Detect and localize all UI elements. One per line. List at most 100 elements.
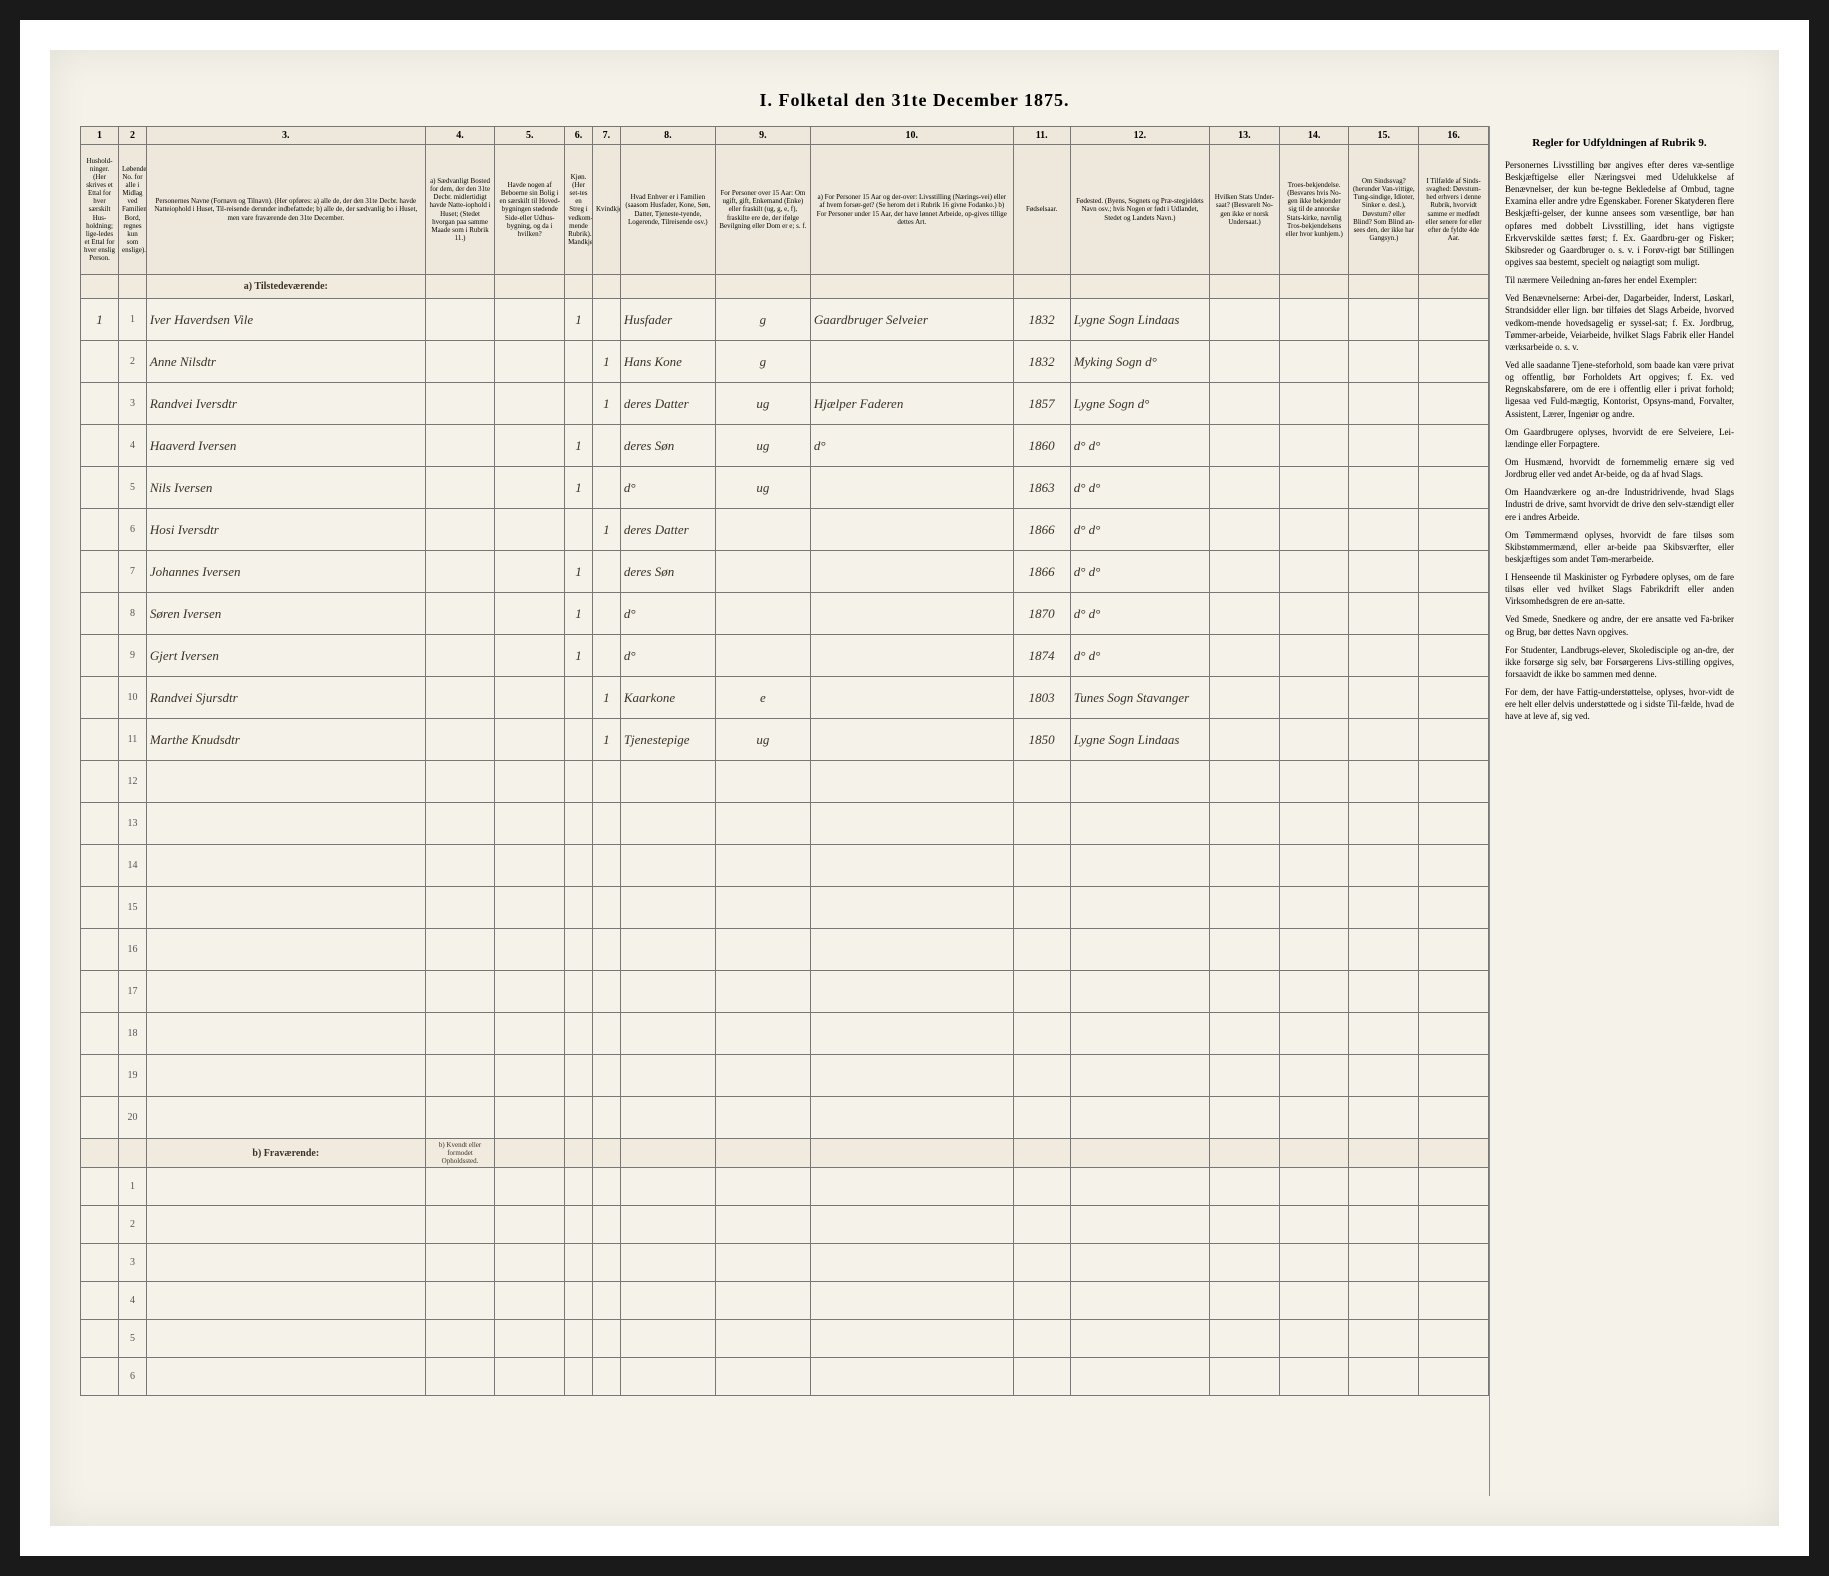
cell: [592, 803, 620, 845]
cell: [146, 1282, 425, 1320]
cell: [495, 509, 565, 551]
cell: 1: [565, 551, 593, 593]
cell: deres Søn: [620, 425, 715, 467]
cell: [1349, 551, 1419, 593]
col-number: 13.: [1210, 127, 1280, 145]
cell: [565, 1013, 593, 1055]
col-number: 12.: [1070, 127, 1209, 145]
cell: [592, 1013, 620, 1055]
cell: [1013, 761, 1070, 803]
col-number: 5.: [495, 127, 565, 145]
cell: [81, 677, 119, 719]
cell: 10: [119, 677, 147, 719]
cell: [81, 341, 119, 383]
cell: d° d°: [1070, 551, 1209, 593]
cell: d°: [620, 467, 715, 509]
cell: Nils Iversen: [146, 467, 425, 509]
cell: [1349, 1320, 1419, 1358]
cell: Hjælper Faderen: [810, 383, 1013, 425]
cell: [1349, 1168, 1419, 1206]
cell: [1070, 1055, 1209, 1097]
col-number: 3.: [146, 127, 425, 145]
cell: 1850: [1013, 719, 1070, 761]
cell: [495, 803, 565, 845]
cell: [620, 1097, 715, 1139]
cell: 1: [565, 425, 593, 467]
cell: [1279, 383, 1349, 425]
table-row: 9Gjert Iversen1d°1874d° d°: [81, 635, 1489, 677]
cell: [1279, 1244, 1349, 1282]
table-head: 123.4.5.6.7.8.9.10.11.12.13.14.15.16. Hu…: [81, 127, 1489, 275]
cell: [1419, 509, 1489, 551]
cell: [565, 845, 593, 887]
cell: Johannes Iversen: [146, 551, 425, 593]
cell: [1013, 1244, 1070, 1282]
cell: 1: [592, 677, 620, 719]
cell: [810, 1013, 1013, 1055]
cell: [1349, 1206, 1419, 1244]
cell: [425, 1206, 495, 1244]
cell: e: [715, 677, 810, 719]
cell: [146, 803, 425, 845]
cell: [1419, 383, 1489, 425]
cell: g: [715, 341, 810, 383]
cell: 5: [119, 467, 147, 509]
cell: [565, 509, 593, 551]
cell: [620, 1013, 715, 1055]
cell: [1349, 1358, 1419, 1396]
cell: [1419, 1055, 1489, 1097]
cell: Kaarkone: [620, 677, 715, 719]
table-row: 11Iver Haverdsen Vile1HusfadergGaardbrug…: [81, 299, 1489, 341]
cell: [620, 1206, 715, 1244]
sidebar-paragraph: Ved Benævnelserne: Arbei-der, Dagarbeide…: [1505, 292, 1734, 353]
col-header: Hushold-ninger. (Her skrives et Ettal fo…: [81, 145, 119, 275]
cell: [1013, 1206, 1070, 1244]
cell: [81, 383, 119, 425]
cell: [1349, 761, 1419, 803]
cell: [1013, 1168, 1070, 1206]
cell: [620, 1320, 715, 1358]
cell: [425, 299, 495, 341]
table-row: 5Nils Iversen1d°ug1863d° d°: [81, 467, 1489, 509]
cell: [1279, 845, 1349, 887]
cell: [1419, 425, 1489, 467]
sidebar-paragraph: Ved Smede, Snedkere og andre, der ere an…: [1505, 613, 1734, 637]
cell: [565, 1358, 593, 1396]
cell: Anne Nilsdtr: [146, 341, 425, 383]
col-header: I Tilfælde af Sinds-svaghed: Døvstum-hed…: [1419, 145, 1489, 275]
cell: [146, 1320, 425, 1358]
cell: [425, 929, 495, 971]
col-header: Om Sindssvag? (herunder Van-vittige, Tun…: [1349, 145, 1419, 275]
cell: 4: [119, 425, 147, 467]
cell: Hosi Iversdtr: [146, 509, 425, 551]
cell: 7: [119, 551, 147, 593]
cell: Marthe Knudsdtr: [146, 719, 425, 761]
cell: [592, 761, 620, 803]
cell: Gjert Iversen: [146, 635, 425, 677]
cell: [810, 1206, 1013, 1244]
cell: [1210, 383, 1280, 425]
cell: 1866: [1013, 509, 1070, 551]
cell: [425, 425, 495, 467]
cell: [495, 635, 565, 677]
sidebar-paragraph: I Henseende til Maskinister og Fyrbødere…: [1505, 571, 1734, 607]
cell: [1349, 1097, 1419, 1139]
cell: 2: [119, 1206, 147, 1244]
cell: [1419, 929, 1489, 971]
cell: [81, 1168, 119, 1206]
cell: [1349, 509, 1419, 551]
cell: Lygne Sogn Lindaas: [1070, 719, 1209, 761]
cell: [1013, 1097, 1070, 1139]
cell: Tjenestepige: [620, 719, 715, 761]
cell: [715, 1055, 810, 1097]
cell: [425, 551, 495, 593]
cell: [425, 593, 495, 635]
table-row-empty: 15: [81, 887, 1489, 929]
sidebar-paragraph: Til nærmere Veiledning an-føres her ende…: [1505, 274, 1734, 286]
cell: [495, 1282, 565, 1320]
col-header: Løbende No. for alle i Midlag ved Famili…: [119, 145, 147, 275]
cell: [146, 1013, 425, 1055]
cell: [425, 971, 495, 1013]
col-header: Kvindkjøn.: [592, 145, 620, 275]
cell: [1349, 719, 1419, 761]
